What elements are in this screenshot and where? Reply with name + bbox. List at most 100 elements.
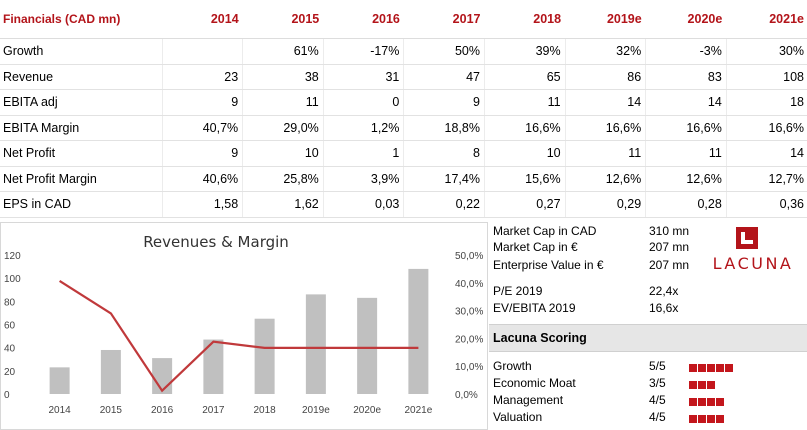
table-cell: 15,6% xyxy=(484,166,566,192)
x-tick-label: 2017 xyxy=(202,405,225,416)
score-squares xyxy=(689,361,734,375)
table-cell: 1,62 xyxy=(242,191,324,218)
score-label: Valuation xyxy=(493,410,543,424)
table-cell: 16,6% xyxy=(484,115,566,141)
score-square-icon xyxy=(698,364,706,372)
table-cell: 47 xyxy=(403,64,485,90)
y2-tick-label: 40,0% xyxy=(455,279,483,290)
table-cell: 83 xyxy=(645,64,727,90)
financials-table: Financials (CAD mn) 2014 2015 2016 2017 … xyxy=(0,0,807,218)
table-cell: 3,9% xyxy=(323,166,405,192)
info-value: 22,4x xyxy=(649,284,679,298)
table-cell: 9 xyxy=(162,140,244,167)
row-label: Growth xyxy=(0,38,163,65)
bar xyxy=(49,367,70,394)
table-cell: 50% xyxy=(403,38,485,65)
y-tick-label: 120 xyxy=(4,251,21,262)
table-cell: 65 xyxy=(484,64,566,90)
info-value: 207 mn xyxy=(649,240,690,254)
scoring-title: Lacuna Scoring xyxy=(493,331,587,345)
score-value: 4/5 xyxy=(649,410,666,424)
score-value: 3/5 xyxy=(649,376,666,390)
y-tick-label: 60 xyxy=(4,321,16,332)
x-tick-label: 2015 xyxy=(100,405,123,416)
score-square-icon xyxy=(707,364,715,372)
table-row: EBITA adj 9 11 0 9 11 14 14 18 xyxy=(0,89,807,116)
y-tick-label: 100 xyxy=(4,274,21,285)
info-value: 207 mn xyxy=(649,258,690,272)
table-cell: 10 xyxy=(484,140,566,167)
score-square-icon xyxy=(698,415,706,423)
table-cell: 0,22 xyxy=(403,191,485,218)
table-cell: 9 xyxy=(403,89,485,116)
y-tick-label: 20 xyxy=(4,367,16,378)
y-tick-label: 40 xyxy=(4,344,16,355)
table-header-cell: 2020e xyxy=(645,0,727,39)
table-cell: 11 xyxy=(484,89,566,116)
table-cell: 14 xyxy=(565,89,647,116)
table-cell: 18 xyxy=(726,89,807,116)
score-square-icon xyxy=(689,398,697,406)
chart-title: Revenues & Margin xyxy=(143,233,289,251)
y2-tick-label: 30,0% xyxy=(455,307,483,318)
y2-tick-label: 20,0% xyxy=(455,334,483,345)
info-label: Enterprise Value in € xyxy=(493,258,604,272)
row-label: Net Profit Margin xyxy=(0,166,163,192)
score-square-icon xyxy=(698,398,706,406)
table-header-cell: 2019e xyxy=(565,0,646,39)
bar xyxy=(152,358,173,394)
bar xyxy=(203,339,224,394)
lacuna-logo-icon xyxy=(736,227,758,249)
score-square-icon xyxy=(725,364,733,372)
table-cell: 1,58 xyxy=(162,191,244,218)
table-cell: 0,28 xyxy=(645,191,727,218)
table-cell: 8 xyxy=(403,140,485,167)
table-cell: -3% xyxy=(645,38,727,65)
score-value: 4/5 xyxy=(649,393,666,407)
table-cell: 0,27 xyxy=(484,191,566,218)
y2-tick-label: 10,0% xyxy=(455,362,483,373)
table-cell: 10 xyxy=(242,140,324,167)
info-label: P/E 2019 xyxy=(493,284,543,298)
table-cell: 61% xyxy=(242,38,324,65)
bar xyxy=(100,349,121,394)
table-cell: 25,8% xyxy=(242,166,324,192)
info-value: 16,6x xyxy=(649,301,679,315)
table-cell: 17,4% xyxy=(403,166,485,192)
table-cell: 23 xyxy=(162,64,244,90)
table-header-cell: 2015 xyxy=(242,0,324,39)
bar xyxy=(254,318,275,394)
table-cell: 14 xyxy=(726,140,807,167)
table-row: Net Profit 9 10 1 8 10 11 11 14 xyxy=(0,140,807,167)
score-value: 5/5 xyxy=(649,359,666,373)
table-cell: 40,7% xyxy=(162,115,244,141)
table-header-row: Financials (CAD mn) 2014 2015 2016 2017 … xyxy=(0,0,807,39)
info-label: EV/EBITA 2019 xyxy=(493,301,576,315)
table-cell: 11 xyxy=(565,140,647,167)
table-cell: 38 xyxy=(242,64,324,90)
margin-line xyxy=(59,279,419,393)
table-cell xyxy=(162,38,244,65)
table-row: EBITA Margin 40,7% 29,0% 1,2% 18,8% 16,6% 16,6… xyxy=(0,115,807,141)
table-cell: 12,6% xyxy=(645,166,727,192)
table-cell: 39% xyxy=(484,38,566,65)
score-squares xyxy=(689,412,725,426)
score-square-icon xyxy=(707,381,715,389)
info-label: Market Cap in CAD xyxy=(493,224,597,238)
scoring-header: Lacuna Scoring xyxy=(489,324,807,352)
table-row: Revenue 23 38 31 47 65 86 83 108 xyxy=(0,64,807,90)
table-header-cell: 2016 xyxy=(323,0,404,39)
table-header-cell: 2014 xyxy=(162,0,243,39)
x-tick-label: 2019e xyxy=(302,405,330,416)
table-cell: 0,03 xyxy=(323,191,405,218)
row-label: EPS in CAD xyxy=(0,191,163,218)
info-value: 310 mn xyxy=(649,224,690,238)
revenues-margin-chart: Revenues & Margin 0 20 40 60 80 100 120 0,0% 10,0… xyxy=(0,222,488,430)
score-square-icon xyxy=(716,415,724,423)
table-header-cell: Financials (CAD mn) xyxy=(0,0,163,39)
table-cell: 40,6% xyxy=(162,166,244,192)
row-label: Net Profit xyxy=(0,140,163,167)
table-cell: 31 xyxy=(323,64,405,90)
y-tick-label: 80 xyxy=(4,297,16,308)
score-squares xyxy=(689,378,716,392)
